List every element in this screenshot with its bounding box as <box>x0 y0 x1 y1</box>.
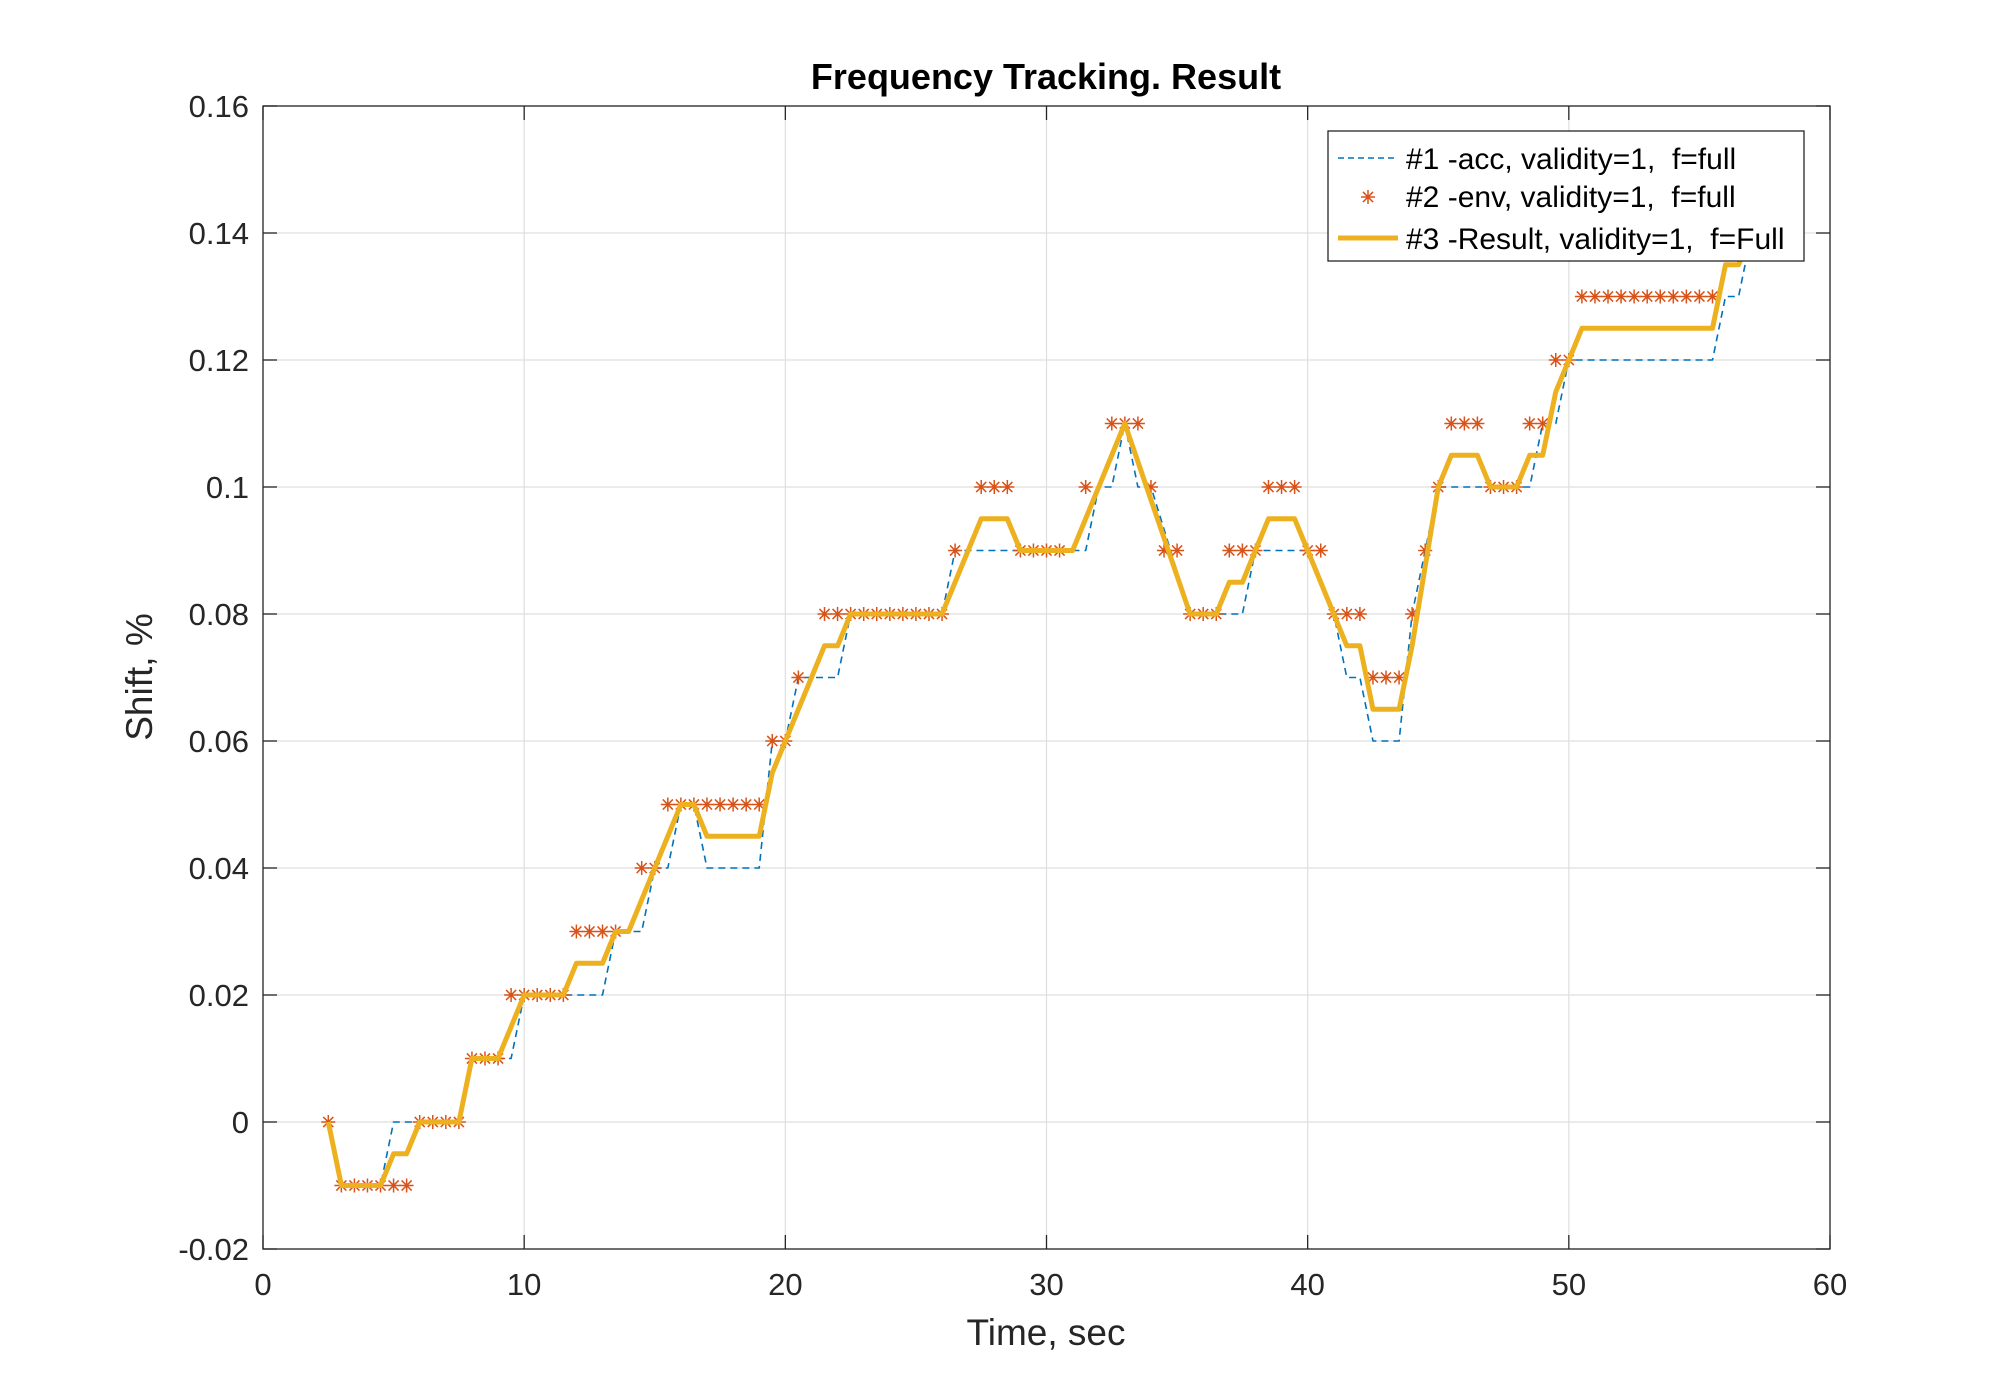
legend-swatch-env <box>1361 190 1375 204</box>
data-point-env <box>1548 353 1563 367</box>
data-point-env <box>1627 289 1642 304</box>
data-point-env <box>1535 416 1550 431</box>
series-result-line <box>325 232 1754 1188</box>
data-point-env <box>752 797 767 812</box>
data-point-env <box>713 797 728 812</box>
data-point-env <box>595 924 610 939</box>
data-point-env <box>1666 289 1681 304</box>
data-point-env <box>765 734 780 748</box>
y-axis: -0.02 0 0.02 0.04 0.06 0.08 0.1 0.12 0.14 0.16 <box>178 89 1830 1267</box>
data-point-env <box>1614 289 1629 304</box>
y-axis-label: Shift, % <box>119 613 160 741</box>
legend-label-acc: #1 -acc, validity=1, f=full <box>1406 143 1736 176</box>
data-point-env <box>1574 289 1589 304</box>
legend-entry-env[interactable]: #2 -env, validity=1, f=full <box>1361 181 1736 214</box>
data-point-env <box>1444 416 1459 431</box>
legend-label-result: #3 -Result, validity=1, f=Full <box>1406 223 1785 256</box>
x-tick-label: 40 <box>1290 1267 1324 1302</box>
data-point-env <box>399 1178 414 1193</box>
x-tick-label: 0 <box>254 1267 271 1302</box>
data-point-env <box>582 924 597 939</box>
data-point-env <box>1287 480 1302 494</box>
x-tick-label: 10 <box>507 1267 541 1302</box>
data-point-env <box>569 924 584 939</box>
data-point-env <box>817 607 832 621</box>
data-point-env <box>1157 543 1172 558</box>
data-point-env <box>948 543 963 558</box>
data-point-env <box>726 797 741 812</box>
data-point-env <box>1130 416 1145 431</box>
data-point-env <box>1653 289 1668 304</box>
data-point-env <box>974 480 989 494</box>
data-point-env <box>1405 607 1420 621</box>
legend[interactable]: #1 -acc, validity=1, f=full #2 -env, val… <box>1327 130 1805 262</box>
data-point-env <box>1587 289 1602 304</box>
data-point-env <box>1000 480 1015 494</box>
x-tick-label: 50 <box>1552 1267 1586 1302</box>
legend-asterisk-marker <box>1361 190 1375 204</box>
data-point-env <box>739 797 754 812</box>
y-tick-label: 0.04 <box>189 851 249 886</box>
data-point-env <box>1522 416 1537 431</box>
x-tick-label: 30 <box>1029 1267 1063 1302</box>
data-point-env <box>1692 289 1707 304</box>
data-point-env <box>1078 480 1093 494</box>
data-point-env <box>1679 289 1694 304</box>
data-point-env <box>1222 543 1237 558</box>
data-point-env <box>660 797 675 812</box>
x-tick-label: 60 <box>1813 1267 1847 1302</box>
data-point-env <box>321 1115 336 1129</box>
y-tick-label: 0.02 <box>189 978 249 1013</box>
y-tick-label: 0.08 <box>189 597 249 632</box>
data-point-env <box>699 797 714 812</box>
data-point-env <box>1392 670 1407 685</box>
legend-entry-result[interactable]: #3 -Result, validity=1, f=Full <box>1338 223 1785 256</box>
data-point-env <box>1470 416 1485 431</box>
y-tick-label: -0.02 <box>178 1232 249 1267</box>
data-point-env <box>1601 289 1616 304</box>
y-tick-label: 0.14 <box>189 216 249 251</box>
data-point-env <box>1418 543 1433 558</box>
data-point-env <box>1104 416 1119 431</box>
data-point-env <box>987 480 1002 494</box>
legend-entry-acc[interactable]: #1 -acc, validity=1, f=full <box>1338 143 1736 176</box>
y-tick-label: 0 <box>232 1105 249 1140</box>
data-point-env <box>1339 607 1354 621</box>
data-point-env <box>1705 289 1720 304</box>
x-axis-label: Time, sec <box>967 1312 1126 1353</box>
data-point-env <box>830 607 845 621</box>
data-point-env <box>1379 670 1394 685</box>
y-tick-label: 0.06 <box>189 724 249 759</box>
data-point-env <box>504 988 519 1002</box>
data-point-env <box>386 1178 401 1193</box>
x-tick-label: 20 <box>768 1267 802 1302</box>
x-axis: 0 10 20 30 40 50 60 <box>254 106 1847 1302</box>
series-layer <box>321 232 1754 1193</box>
data-point-env <box>1235 543 1250 558</box>
data-point-env <box>634 861 649 875</box>
data-point-env <box>791 670 806 685</box>
data-point-env <box>1313 543 1328 558</box>
data-point-env <box>1457 416 1472 431</box>
legend-box <box>1327 130 1805 262</box>
data-point-env <box>1352 607 1367 621</box>
data-point-env <box>1640 289 1655 304</box>
y-tick-label: 0.16 <box>189 89 249 124</box>
y-tick-label: 0.12 <box>189 343 249 378</box>
legend-label-env: #2 -env, validity=1, f=full <box>1406 181 1736 214</box>
y-tick-label: 0.1 <box>206 470 249 505</box>
series-acc-line <box>327 232 1753 1187</box>
data-point-env <box>1261 480 1276 494</box>
data-point-env <box>1143 480 1158 494</box>
data-point-env <box>1274 480 1289 494</box>
data-point-env <box>1365 670 1380 685</box>
chart-title: Frequency Tracking. Result <box>811 56 1281 97</box>
data-point-env <box>1170 543 1185 558</box>
